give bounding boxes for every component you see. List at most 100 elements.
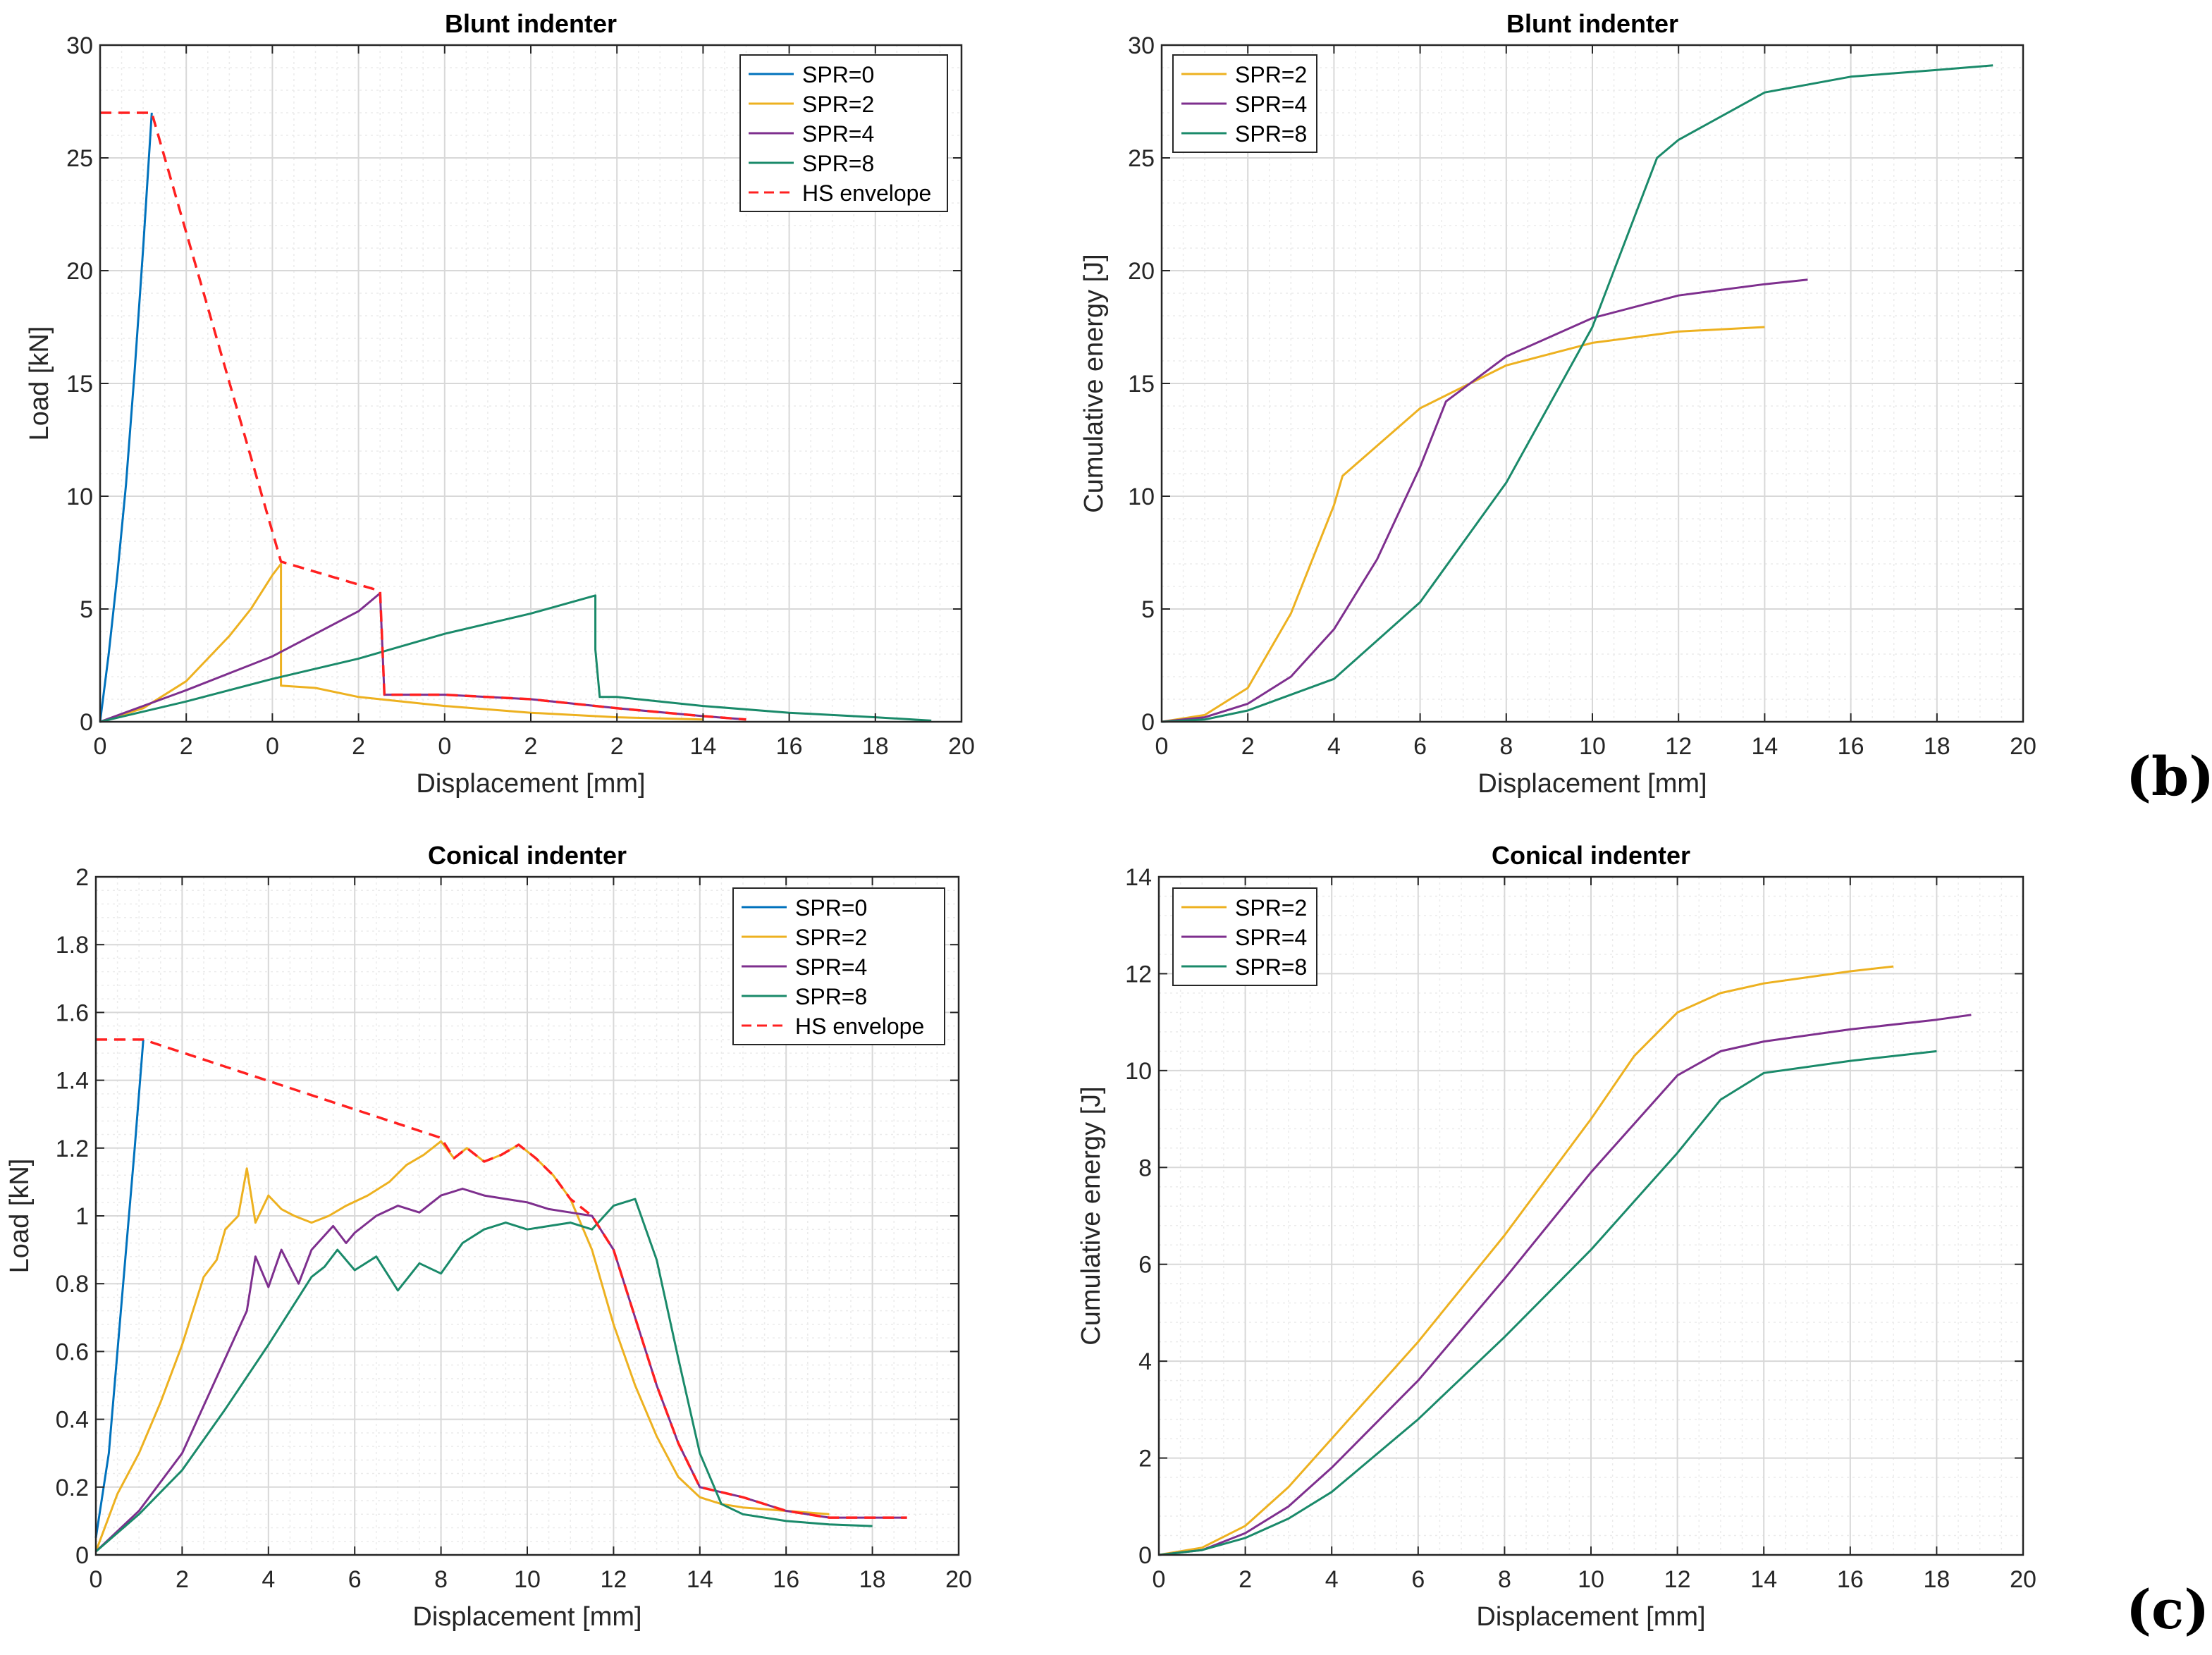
y-tick-label: 15 — [1128, 371, 1155, 398]
y-tick-label: 4 — [1138, 1348, 1152, 1375]
x-tick-label: 8 — [1498, 1566, 1511, 1593]
series-line-spr-2 — [1158, 965, 1894, 1556]
series-line-spr-8 — [99, 594, 932, 723]
legend-entry-label: SPR=8 — [1235, 121, 1307, 147]
x-tick-label: 2 — [1241, 733, 1255, 760]
x-axis-label: Displacement [mm] — [1476, 1602, 1705, 1632]
y-tick-label: 20 — [66, 258, 93, 285]
y-tick-label: 0 — [1138, 1542, 1152, 1569]
legend-entry-label: SPR=4 — [795, 954, 867, 980]
y-tick-label: 0 — [1141, 709, 1155, 736]
x-tick-label: 4 — [1327, 733, 1341, 760]
x-tick-label: 18 — [1924, 733, 1950, 760]
y-tick-label: 2 — [75, 864, 89, 891]
x-tick-label: 16 — [776, 733, 803, 760]
x-tick-label: 12 — [1664, 1566, 1691, 1593]
y-tick-label: 25 — [66, 145, 93, 172]
y-axis-label: Cumulative energy [J] — [1079, 254, 1109, 513]
x-tick-label: 10 — [514, 1566, 541, 1593]
y-tick-label: 8 — [1138, 1155, 1152, 1181]
series-group — [99, 111, 932, 723]
series-group — [1161, 64, 1993, 723]
series-line-spr-8 — [1158, 1050, 1937, 1556]
x-tick-label: 4 — [1325, 1566, 1339, 1593]
panel-letter-b: (b) — [2126, 745, 2212, 808]
x-tick-label: 6 — [1413, 733, 1427, 760]
panel-letter-c: (c) — [2126, 1578, 2209, 1641]
y-tick-label: 0.4 — [56, 1407, 89, 1434]
y-tick-label: 6 — [1138, 1252, 1152, 1279]
x-tick-label: 4 — [262, 1566, 275, 1593]
legend-entry-label: SPR=2 — [802, 92, 874, 117]
x-tick-label: 2 — [180, 733, 193, 760]
x-tick-label: 18 — [1923, 1566, 1950, 1593]
legend: SPR=0 SPR=2 SPR=4 SPR=8 HS envelope — [739, 54, 948, 212]
tick-labels: 0 2 4 6 8 10 12 14 16 18 20 0 2 4 6 8 10 12 14 — [1125, 864, 2036, 1593]
series-line-spr-0 — [99, 112, 153, 722]
y-tick-label: 10 — [1125, 1058, 1152, 1085]
y-tick-label: 15 — [66, 371, 93, 398]
y-tick-label: 1.2 — [56, 1136, 89, 1162]
series-line-spr-8 — [1161, 64, 1993, 723]
y-tick-label: 5 — [1141, 596, 1155, 623]
chart-conical-load: 0 2 4 6 8 10 12 14 16 18 20 0 0.2 0.4 0.6 0.8 1 1.2 1.4 1.6… — [5, 841, 972, 1632]
chart-blunt-energy: 0 2 4 6 8 10 12 14 16 18 20 0 5 10 15 20 25 30 Blunt inden… — [1079, 9, 2036, 799]
legend-entry-label: SPR=4 — [1235, 925, 1307, 950]
y-tick-label: 10 — [66, 484, 93, 510]
legend-entry-label: SPR=4 — [1235, 92, 1307, 117]
series-group — [94, 1038, 907, 1553]
chart-conical-energy: 0 2 4 6 8 10 12 14 16 18 20 0 2 4 6 8 10 12 14 Conical inde… — [1076, 841, 2036, 1632]
series-line-spr-2 — [1161, 326, 1765, 723]
y-tick-label: 20 — [1128, 258, 1155, 285]
x-tick-label: 10 — [1579, 733, 1606, 760]
legend: SPR=2 SPR=4 SPR=8 — [1172, 887, 1317, 986]
x-tick-label: 2 — [1239, 1566, 1252, 1593]
y-tick-label: 2 — [1138, 1446, 1152, 1472]
x-tick-label: 20 — [2010, 733, 2036, 760]
x-tick-label: 0 — [1155, 733, 1169, 760]
y-axis-label: Load [kN] — [5, 1159, 35, 1274]
x-tick-label: 0 — [266, 733, 279, 760]
x-tick-label: 0 — [438, 733, 451, 760]
y-tick-label: 0.8 — [56, 1271, 89, 1298]
y-tick-label: 0 — [75, 1542, 89, 1569]
y-tick-label: 30 — [66, 32, 93, 59]
x-tick-label: 18 — [859, 1566, 886, 1593]
y-tick-label: 30 — [1128, 32, 1155, 59]
chart-title: Blunt indenter — [445, 9, 617, 38]
x-tick-label: 12 — [600, 1566, 627, 1593]
series-line-spr-2 — [94, 1140, 830, 1552]
legend-entry-label: SPR=8 — [1235, 954, 1307, 980]
x-tick-label: 2 — [610, 733, 624, 760]
x-tick-label: 18 — [862, 733, 889, 760]
x-tick-label: 2 — [176, 1566, 189, 1593]
y-tick-label: 0.2 — [56, 1475, 89, 1501]
tick-labels: 0 2 4 6 8 10 12 14 16 18 20 0 0.2 0.4 0.6 0.8 1 1.2 1.4 1.6… — [56, 864, 972, 1593]
legend-entry-label: SPR=0 — [802, 62, 874, 87]
y-tick-label: 1.6 — [56, 999, 89, 1026]
x-tick-label: 16 — [1838, 733, 1864, 760]
x-tick-label: 14 — [689, 733, 716, 760]
y-tick-label: 0.6 — [56, 1339, 89, 1365]
legend-entry-label: SPR=8 — [802, 151, 874, 176]
y-tick-label: 14 — [1125, 864, 1152, 891]
legend-entry-label: SPR=4 — [802, 121, 874, 147]
legend-entry-label: SPR=2 — [1235, 62, 1307, 87]
legend: SPR=0 SPR=2 SPR=4 SPR=8 HS envelope — [732, 887, 945, 1045]
series-line-hs-envelope — [100, 111, 746, 721]
legend-entry-label: SPR=2 — [795, 925, 867, 950]
series-line-hs-envelope — [96, 1038, 907, 1519]
y-tick-label: 1.4 — [56, 1068, 89, 1095]
chart-title: Conical indenter — [428, 841, 627, 870]
legend-entry-label: HS envelope — [802, 180, 931, 206]
legend-entry-label: SPR=2 — [1235, 895, 1307, 921]
x-tick-label: 20 — [948, 733, 975, 760]
x-tick-label: 0 — [1153, 1566, 1166, 1593]
series-line-spr-0 — [94, 1039, 145, 1539]
chart-title: Blunt indenter — [1506, 9, 1678, 38]
legend-entry-label: SPR=0 — [795, 895, 867, 921]
series-line-spr-4 — [1161, 278, 1808, 723]
